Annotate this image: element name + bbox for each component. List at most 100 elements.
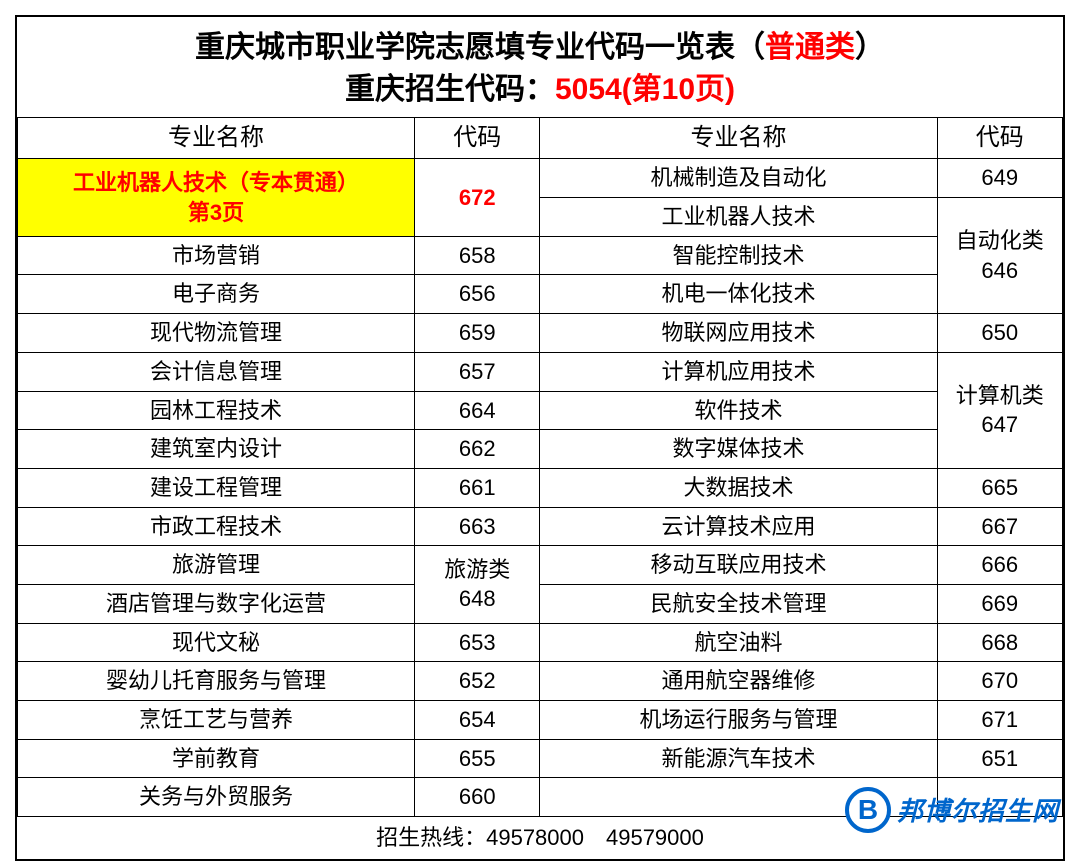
cell-name: 现代物流管理 (18, 314, 415, 353)
cell-name: 大数据技术 (540, 468, 937, 507)
table-row: 现代物流管理 659 物联网应用技术 650 (18, 314, 1063, 353)
merged-label: 计算机类 (956, 383, 1044, 408)
table-header-row: 专业名称 代码 专业名称 代码 (18, 118, 1063, 159)
cell-code: 659 (415, 314, 540, 353)
table-row: 现代文秘 653 航空油料 668 (18, 623, 1063, 662)
highlight-line1: 工业机器人技术（专本贯通） (73, 170, 359, 195)
cell-code: 665 (937, 468, 1062, 507)
cell-name: 电子商务 (18, 275, 415, 314)
merged-code: 648 (459, 586, 496, 611)
cell-code: 656 (415, 275, 540, 314)
merged-label: 自动化类 (956, 228, 1044, 253)
cell-name: 酒店管理与数字化运营 (18, 584, 415, 623)
cell-name: 关务与外贸服务 (18, 778, 415, 817)
merged-code-cs: 计算机类 647 (937, 352, 1062, 468)
header-name-right: 专业名称 (540, 118, 937, 159)
cell-name: 现代文秘 (18, 623, 415, 662)
cell-code: 652 (415, 662, 540, 701)
watermark-icon: B (845, 787, 891, 833)
cell-code: 657 (415, 352, 540, 391)
cell-name: 移动互联应用技术 (540, 546, 937, 585)
cell-name: 烹饪工艺与营养 (18, 701, 415, 740)
cell-name: 工业机器人技术 (540, 198, 937, 237)
cell-code: 655 (415, 739, 540, 778)
table-row: 学前教育 655 新能源汽车技术 651 (18, 739, 1063, 778)
cell-code: 650 (937, 314, 1062, 353)
header-code-right: 代码 (937, 118, 1062, 159)
document-container: 重庆城市职业学院志愿填专业代码一览表（普通类） 重庆招生代码：5054(第10页… (15, 15, 1065, 861)
cell-name: 民航安全技术管理 (540, 584, 937, 623)
cell-code: 649 (937, 159, 1062, 198)
cell-name: 机械制造及自动化 (540, 159, 937, 198)
highlight-line2: 第3页 (188, 200, 244, 225)
subtitle-highlight: 5054(第10页) (555, 73, 735, 106)
cell-code: 667 (937, 507, 1062, 546)
watermark: B 邦博尔招生网 (845, 787, 1059, 833)
cell-code: 668 (937, 623, 1062, 662)
table-row: 婴幼儿托育服务与管理 652 通用航空器维修 670 (18, 662, 1063, 701)
merged-code-tourism: 旅游类 648 (415, 546, 540, 623)
table-row: 市政工程技术 663 云计算技术应用 667 (18, 507, 1063, 546)
cell-code: 671 (937, 701, 1062, 740)
cell-name: 建设工程管理 (18, 468, 415, 507)
main-title: 重庆城市职业学院志愿填专业代码一览表（普通类） (17, 27, 1063, 69)
table-row: 园林工程技术 664 软件技术 (18, 391, 1063, 430)
table-row: 建筑室内设计 662 数字媒体技术 (18, 430, 1063, 469)
table-row: 酒店管理与数字化运营 民航安全技术管理 669 (18, 584, 1063, 623)
table-row: 建设工程管理 661 大数据技术 665 (18, 468, 1063, 507)
cell-code: 658 (415, 236, 540, 275)
merged-code-auto: 自动化类 646 (937, 198, 1062, 314)
table-row: 旅游管理 旅游类 648 移动互联应用技术 666 (18, 546, 1063, 585)
cell-name: 园林工程技术 (18, 391, 415, 430)
cell-name: 学前教育 (18, 739, 415, 778)
subtitle-prefix: 重庆招生代码： (345, 73, 555, 106)
merged-label: 旅游类 (444, 557, 510, 582)
cell-name: 数字媒体技术 (540, 430, 937, 469)
highlight-major-code: 672 (415, 159, 540, 236)
highlight-major-name: 工业机器人技术（专本贯通） 第3页 (18, 159, 415, 236)
cell-name: 旅游管理 (18, 546, 415, 585)
table-row: 会计信息管理 657 计算机应用技术 计算机类 647 (18, 352, 1063, 391)
cell-name: 建筑室内设计 (18, 430, 415, 469)
sub-title: 重庆招生代码：5054(第10页) (17, 69, 1063, 111)
major-code-table: 专业名称 代码 专业名称 代码 工业机器人技术（专本贯通） 第3页 672 机械… (17, 117, 1063, 859)
cell-code: 664 (415, 391, 540, 430)
cell-code: 653 (415, 623, 540, 662)
table-row: 市场营销 658 智能控制技术 (18, 236, 1063, 275)
cell-code: 666 (937, 546, 1062, 585)
table-row: 电子商务 656 机电一体化技术 (18, 275, 1063, 314)
table-row: 工业机器人技术（专本贯通） 第3页 672 机械制造及自动化 649 (18, 159, 1063, 198)
header-name-left: 专业名称 (18, 118, 415, 159)
title-suffix: ） (855, 31, 885, 64)
cell-name: 会计信息管理 (18, 352, 415, 391)
cell-code: 670 (937, 662, 1062, 701)
cell-code: 663 (415, 507, 540, 546)
table-row: 烹饪工艺与营养 654 机场运行服务与管理 671 (18, 701, 1063, 740)
header-code-left: 代码 (415, 118, 540, 159)
cell-name: 市政工程技术 (18, 507, 415, 546)
title-block: 重庆城市职业学院志愿填专业代码一览表（普通类） 重庆招生代码：5054(第10页… (17, 17, 1063, 117)
cell-code: 669 (937, 584, 1062, 623)
cell-code: 660 (415, 778, 540, 817)
cell-name: 市场营销 (18, 236, 415, 275)
cell-code: 654 (415, 701, 540, 740)
cell-name: 云计算技术应用 (540, 507, 937, 546)
cell-name: 机场运行服务与管理 (540, 701, 937, 740)
cell-name: 智能控制技术 (540, 236, 937, 275)
merged-code: 646 (981, 258, 1018, 283)
cell-name: 新能源汽车技术 (540, 739, 937, 778)
cell-code: 651 (937, 739, 1062, 778)
cell-name: 软件技术 (540, 391, 937, 430)
cell-name: 机电一体化技术 (540, 275, 937, 314)
cell-name: 通用航空器维修 (540, 662, 937, 701)
cell-name: 物联网应用技术 (540, 314, 937, 353)
cell-name: 婴幼儿托育服务与管理 (18, 662, 415, 701)
cell-code: 661 (415, 468, 540, 507)
merged-code: 647 (981, 412, 1018, 437)
cell-name: 计算机应用技术 (540, 352, 937, 391)
watermark-text: 邦博尔招生网 (897, 791, 1059, 828)
cell-code: 662 (415, 430, 540, 469)
cell-name: 航空油料 (540, 623, 937, 662)
title-highlight: 普通类 (765, 31, 855, 64)
title-prefix: 重庆城市职业学院志愿填专业代码一览表（ (195, 31, 765, 64)
